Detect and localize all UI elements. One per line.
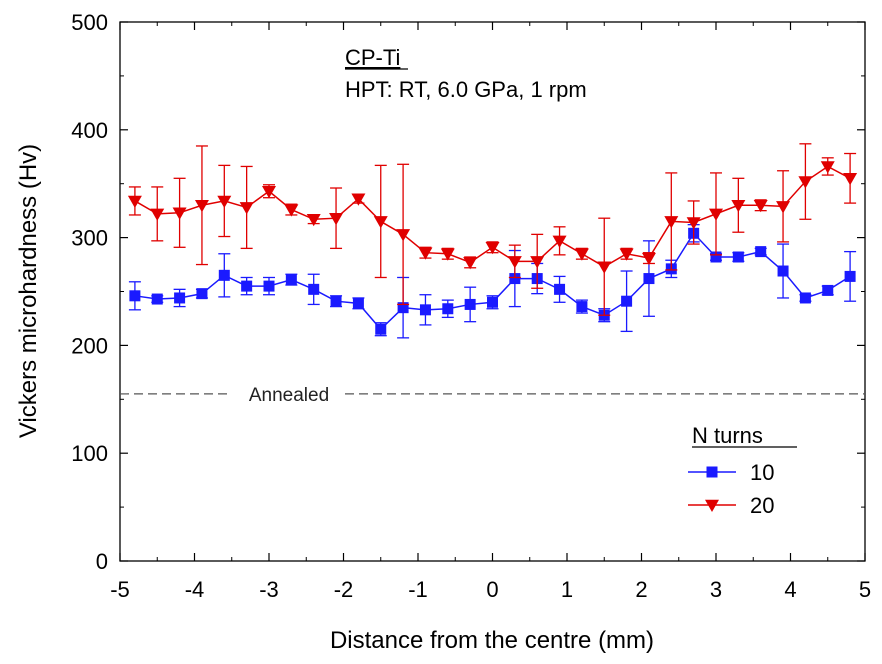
data-point <box>731 200 746 213</box>
data-point <box>710 251 722 263</box>
x-tick-label: -1 <box>408 577 428 602</box>
data-point <box>330 295 342 307</box>
data-point <box>509 273 521 285</box>
y-tick-label: 200 <box>71 333 108 358</box>
y-tick-label: 0 <box>96 549 108 574</box>
data-point <box>843 173 858 186</box>
data-point <box>530 256 545 269</box>
data-point <box>306 214 321 227</box>
data-point <box>464 298 476 310</box>
data-point <box>373 216 388 229</box>
legend-marker <box>705 499 719 512</box>
data-point <box>822 284 834 296</box>
data-point <box>753 200 768 213</box>
data-point <box>621 295 633 307</box>
x-tick-label: -4 <box>185 577 205 602</box>
x-tick-label: 2 <box>635 577 647 602</box>
data-point <box>194 200 209 213</box>
data-point <box>799 292 811 304</box>
data-point <box>174 292 186 304</box>
x-tick-label: 4 <box>784 577 796 602</box>
legend-label: 20 <box>750 493 774 518</box>
data-point <box>263 280 275 292</box>
y-tick-label: 400 <box>71 118 108 143</box>
data-point <box>217 195 232 208</box>
data-point <box>485 242 500 255</box>
data-point <box>418 247 433 260</box>
data-point <box>419 304 431 316</box>
legend: N turns 10 20 <box>688 423 797 518</box>
data-point <box>442 303 454 315</box>
data-series <box>127 143 858 339</box>
data-point <box>554 283 566 295</box>
data-point <box>507 256 522 269</box>
data-point <box>619 248 634 261</box>
data-point <box>285 274 297 286</box>
data-point <box>597 261 612 274</box>
legend-item-20: 20 <box>688 493 774 518</box>
data-point <box>308 283 320 295</box>
data-point <box>664 216 679 229</box>
data-point <box>709 208 723 221</box>
data-point <box>732 251 744 263</box>
legend-title: N turns <box>692 423 763 448</box>
data-point <box>820 161 835 174</box>
x-tick-label: 1 <box>561 577 573 602</box>
legend-marker <box>706 466 718 478</box>
reference-label: Annealed <box>249 385 329 406</box>
data-point <box>844 270 856 282</box>
y-tick-label: 500 <box>71 10 108 35</box>
annealed-reference: Annealed <box>120 385 865 406</box>
data-point <box>440 248 455 261</box>
x-tick-label: -2 <box>334 577 354 602</box>
data-point <box>218 269 230 281</box>
data-point <box>463 257 478 270</box>
x-tick-label: 0 <box>486 577 498 602</box>
data-point <box>284 204 299 217</box>
y-tick-label: 100 <box>71 441 108 466</box>
y-axis-title: Vickers microhardness (Hv) <box>15 144 42 438</box>
data-point <box>196 288 208 300</box>
data-point <box>127 195 142 208</box>
series-20 <box>127 143 858 316</box>
data-point <box>686 217 701 230</box>
data-point <box>150 208 165 221</box>
x-axis-title: Distance from the centre (mm) <box>330 627 654 654</box>
data-point <box>352 297 364 309</box>
data-point <box>129 290 141 302</box>
x-tick-label: -5 <box>110 577 130 602</box>
x-tick-label: 5 <box>859 577 871 602</box>
conditions-label: HPT: RT, 6.0 GPa, 1 rpm <box>345 77 587 102</box>
data-point <box>552 235 567 248</box>
material-label: CP-Ti <box>345 45 400 70</box>
y-tick-label: 300 <box>71 226 108 251</box>
data-point <box>798 176 813 189</box>
data-point <box>262 185 276 199</box>
data-point <box>643 273 655 285</box>
data-point <box>396 229 411 242</box>
data-point <box>641 252 656 266</box>
data-point <box>329 212 344 226</box>
data-point <box>487 296 498 308</box>
data-point <box>755 246 767 258</box>
data-point <box>576 301 588 313</box>
legend-label: 10 <box>750 460 774 485</box>
data-point <box>375 323 387 335</box>
x-tick-label: -3 <box>259 577 279 602</box>
data-point <box>241 280 253 292</box>
data-point <box>397 302 409 314</box>
data-point <box>172 207 187 220</box>
data-point <box>151 293 163 305</box>
axis-ticks: -5 -4 -3 -2 -1 0 1 2 3 4 5 0 100 200 300 400 500 <box>71 10 871 602</box>
data-point <box>351 193 366 206</box>
x-tick-label: 3 <box>710 577 722 602</box>
data-point <box>574 248 589 261</box>
legend-item-10: 10 <box>688 460 774 485</box>
data-point <box>239 202 254 215</box>
data-point <box>777 265 789 277</box>
data-point <box>776 201 791 214</box>
